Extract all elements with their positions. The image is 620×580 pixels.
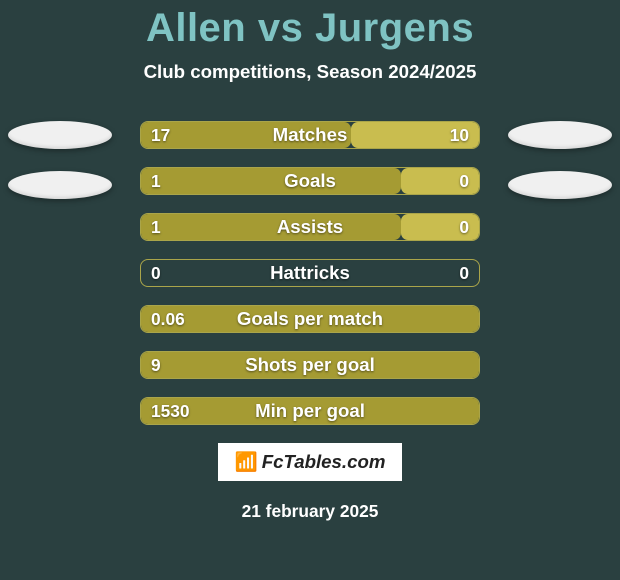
stat-label: Hattricks	[141, 260, 479, 286]
stat-bar-right	[401, 168, 479, 194]
stat-bar-left	[141, 352, 479, 378]
stat-row: 0.06Goals per match	[140, 305, 480, 333]
title-right: Jurgens	[315, 6, 474, 50]
stat-bar-right	[351, 122, 479, 148]
player-badge-left	[8, 121, 112, 149]
date-label: 21 february 2025	[0, 501, 620, 522]
stat-row: 1530Min per goal	[140, 397, 480, 425]
player-badge-left	[8, 171, 112, 199]
title-left: Allen	[146, 6, 246, 50]
bars-icon: 📶	[235, 451, 258, 473]
stat-bar-left	[141, 168, 401, 194]
stat-bar-left	[141, 214, 401, 240]
subtitle: Club competitions, Season 2024/2025	[0, 61, 620, 83]
stat-row: 10Goals	[140, 167, 480, 195]
stat-row: 0 0Hattricks	[140, 259, 480, 287]
stat-row: 9Shots per goal	[140, 351, 480, 379]
title-vs: vs	[246, 6, 315, 50]
player-badge-right	[508, 121, 612, 149]
stat-value-right: 0	[459, 260, 469, 286]
fctables-label: FcTables.com	[262, 451, 386, 473]
stat-bar-left	[141, 398, 479, 424]
stat-bar-left	[141, 306, 479, 332]
stat-bar-left	[141, 122, 351, 148]
stat-bar-right	[401, 214, 479, 240]
comparison-chart: 1710Matches 10Goals 10Assists 0 0Hattricks 0.…	[0, 121, 620, 425]
stat-row: 1710Matches	[140, 121, 480, 149]
stat-value-left: 0	[151, 260, 161, 286]
fctables-watermark: 📶 FcTables.com	[218, 443, 402, 481]
page-title: Allen vs Jurgens	[0, 0, 620, 51]
player-badge-right	[508, 171, 612, 199]
stat-row: 10Assists	[140, 213, 480, 241]
